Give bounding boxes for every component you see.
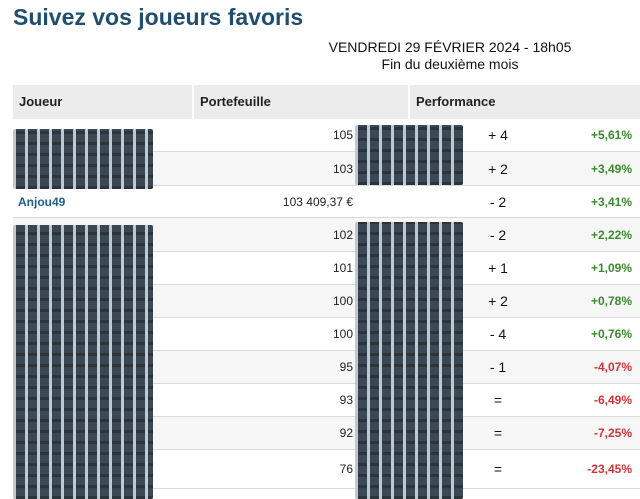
portfolio-value: 100 [332,294,353,308]
rank-change: + 2 [488,160,508,177]
table-row[interactable]: Anjou49 103 409,37 € - 2 +3,41% [13,186,640,218]
redaction-mosaic [355,125,463,185]
portfolio-value: 92 [339,426,353,440]
redaction-mosaic [13,225,153,499]
column-header-player[interactable]: Joueur [13,85,194,119]
portfolio-value: 101 [332,261,353,275]
performance-value: -23,45% [587,462,632,476]
rank-change: = [493,425,503,441]
rank-change: - 1 [489,359,507,375]
date-header: VENDREDI 29 FÉVRIER 2024 - 18h05 Fin du … [300,39,600,73]
portfolio-value: 76 [339,462,353,476]
table-row[interactable]: 76 = -23,45% [13,450,640,489]
portfolio-value: 100 [332,327,353,341]
rank-change: - 4 [489,326,507,342]
table-header: Joueur Portefeuille Performance [13,85,640,119]
portfolio-value: 103 [332,161,353,176]
table-row[interactable]: 100 - 4 +0,76% [13,318,640,351]
performance-value: -4,07% [593,360,632,374]
performance-value: -7,25% [593,426,632,440]
page-title: Suivez vos joueurs favoris [13,4,304,30]
performance-value: +2,22% [590,227,632,242]
table-row[interactable]: 105 + 4 +5,61% [13,119,640,152]
portfolio-value: 105 [332,128,353,142]
rank-change: = [493,461,503,477]
performance-value: +0,78% [590,294,632,308]
column-header-performance[interactable]: Performance [416,94,496,109]
table-row[interactable]: 101 + 1 +1,09% [13,252,640,285]
player-name[interactable]: Anjou49 [18,194,66,209]
rank-change: + 4 [488,127,508,143]
portfolio-value: 93 [339,393,353,407]
rank-change: + 1 [488,260,508,276]
datetime-text: VENDREDI 29 FÉVRIER 2024 - 18h05 [328,39,572,55]
rank-change: + 2 [488,293,508,309]
redaction-mosaic [355,222,463,499]
redaction-mosaic [13,129,153,189]
performance-value: -6,49% [593,393,632,407]
portfolio-value: 95 [339,360,353,374]
rank-change: - 2 [489,193,507,210]
performance-value: +3,41% [590,194,632,209]
performance-value: +5,61% [590,128,632,142]
period-text: Fin du deuxième mois [381,56,519,72]
performance-value: +3,49% [590,161,632,176]
performance-value: +1,09% [590,261,632,275]
portfolio-value: 103 409,37 € [282,194,353,209]
portfolio-value: 102 [332,227,353,242]
table-row[interactable]: 93 = -6,49% [13,384,640,417]
column-header-portfolio[interactable]: Portefeuille [194,85,410,119]
performance-value: +0,76% [590,327,632,341]
rank-change: - 2 [489,226,507,243]
rank-change: = [493,392,503,408]
